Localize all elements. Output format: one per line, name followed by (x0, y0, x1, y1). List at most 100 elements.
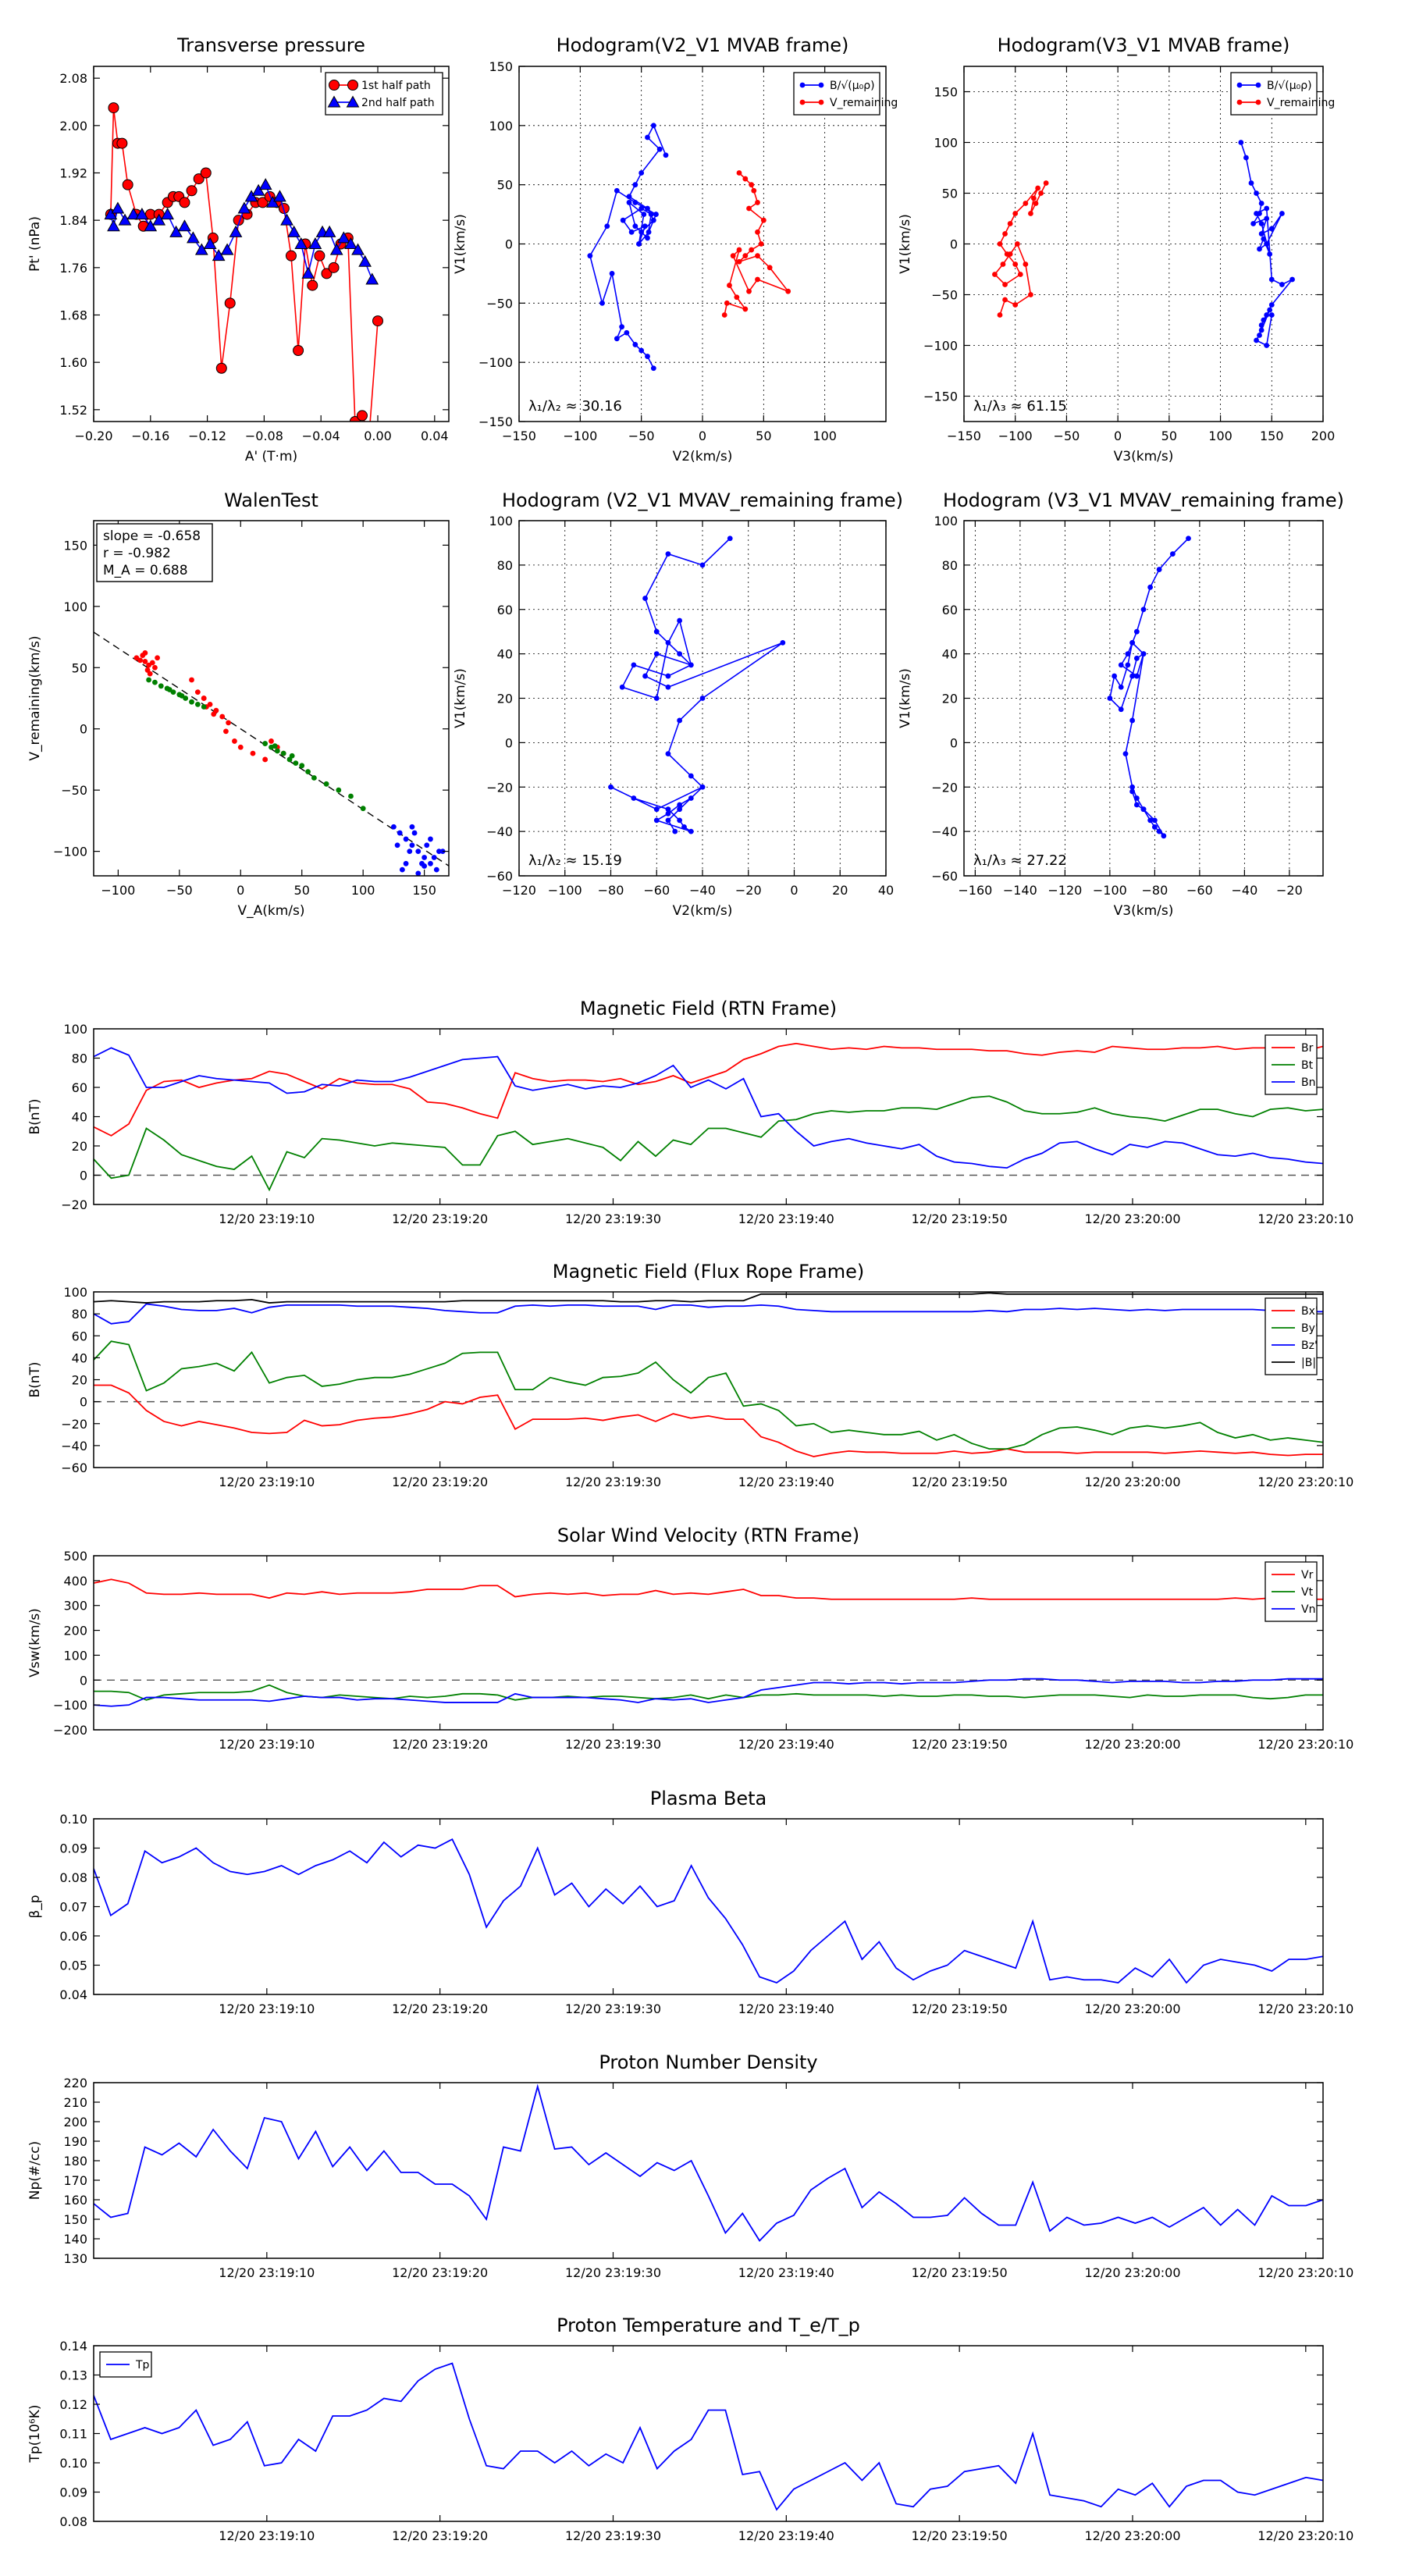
x-tick-label: 12/20 23:20:10 (1257, 2528, 1353, 2543)
y-tick-label: 0 (80, 1673, 87, 1688)
y-tick-label: −100 (478, 355, 513, 370)
x-tick-label: 12/20 23:19:10 (219, 2001, 315, 2016)
legend-label: V_remaining (1267, 97, 1335, 109)
data-point (178, 219, 191, 232)
legend: B/√(μ₀ρ) V_remaining (1230, 72, 1335, 116)
data-point (632, 182, 638, 188)
legend-label: By' (1301, 1322, 1318, 1335)
data-point (152, 213, 166, 226)
data-point (201, 696, 207, 701)
data-point (433, 866, 439, 873)
x-tick-label: 12/20 23:20:00 (1084, 1475, 1180, 1489)
series--b- (94, 1292, 1323, 1304)
y-tick-label: −50 (486, 296, 513, 311)
x-tick-label: 12/20 23:20:10 (1257, 2265, 1353, 2280)
data-point (1122, 751, 1129, 756)
data-point (1169, 551, 1176, 557)
data-point (1125, 651, 1131, 657)
legend-label: 2nd half path (361, 97, 435, 109)
chart-hodogram-v2v1-mvab: Hodogram(V2_V1 MVAB frame) −150 −100 −50 0 50… (453, 34, 898, 464)
data-point (736, 258, 742, 265)
y-tick-label: 100 (63, 1022, 87, 1037)
data-point (742, 253, 749, 259)
data-point (336, 787, 342, 793)
stats-line: M_A = 0.688 (103, 563, 188, 578)
y-tick-label: 180 (63, 2154, 87, 2169)
data-point (638, 170, 645, 176)
data-point (305, 769, 311, 775)
data-point (1268, 312, 1275, 318)
series-line (94, 1578, 1323, 1600)
x-tick-label: −0.20 (74, 429, 112, 443)
data-point (1007, 251, 1013, 257)
x-tick-label: 12/20 23:20:10 (1257, 1212, 1353, 1226)
y-tick-label: 60 (942, 603, 958, 617)
data-point (734, 294, 740, 301)
data-point (336, 231, 350, 244)
data-point (193, 173, 205, 185)
axes-frame (93, 1028, 1324, 1205)
x-tick-label: −120 (1048, 883, 1082, 898)
y-tick-label: 80 (497, 558, 513, 573)
data-point (997, 241, 1003, 247)
data-point (650, 217, 656, 223)
legend-frame (793, 72, 880, 116)
data-point (107, 219, 120, 232)
data-point (1147, 817, 1154, 824)
x-tick-label: 100 (813, 429, 837, 443)
legend-label: Vt (1301, 1586, 1314, 1599)
y-tick-label: 0 (950, 237, 958, 252)
data-point (1258, 327, 1264, 333)
chart-solar-wind-velocity: Solar Wind Velocity (RTN Frame) 12/20 23:… (27, 1525, 1353, 1752)
series-vr (94, 1578, 1323, 1600)
x-tick-label: −100 (563, 429, 597, 443)
data-point (147, 671, 153, 677)
series-line (94, 1095, 1323, 1192)
data-point (677, 806, 683, 813)
y-axis-label: Vsw(km/s) (27, 1608, 43, 1678)
legend-marker (1255, 82, 1261, 88)
data-point (755, 200, 760, 205)
y-tick-label: 2.08 (59, 71, 87, 86)
x-axis-label: A' (T·m) (245, 449, 297, 464)
x-tick-label: 150 (412, 883, 436, 898)
data-point (631, 795, 637, 801)
x-tick-label: 12/20 23:19:10 (219, 1475, 315, 1489)
x-tick-label: 12/20 23:19:10 (219, 2528, 315, 2543)
data-point (409, 842, 415, 849)
data-point (677, 651, 683, 657)
data-point (1258, 221, 1264, 226)
y-axis-label: V_remaining(km/s) (27, 635, 43, 760)
y-tick-label: −60 (931, 869, 958, 884)
data-point (1279, 282, 1285, 287)
data-point (244, 190, 258, 202)
x-tick-label: 0 (1114, 429, 1122, 443)
data-point (280, 213, 293, 226)
x-tick-label: 100 (351, 883, 375, 898)
series-line (94, 2083, 1323, 2242)
series-blue (1107, 535, 1191, 839)
data-point (1002, 297, 1008, 303)
y-tick-label: 50 (942, 187, 958, 201)
data-point (736, 247, 742, 253)
y-tick-label: −60 (61, 1461, 87, 1475)
data-point (1014, 241, 1020, 247)
y-tick-label: 100 (934, 514, 958, 528)
x-tick-label: 0.04 (421, 429, 449, 443)
x-tick-label: 12/20 23:19:50 (912, 2265, 1008, 2280)
axes-frame (93, 2082, 1324, 2259)
x-tick-label: −0.16 (131, 429, 169, 443)
y-tick-label: 0.08 (59, 1870, 87, 1885)
data-point (166, 687, 173, 692)
x-tick-label: 12/20 23:19:30 (565, 1212, 661, 1226)
data-point (699, 562, 706, 568)
data-point (328, 262, 340, 273)
data-point (650, 365, 656, 372)
x-tick-label: −100 (1093, 883, 1127, 898)
y-tick-label: −20 (61, 1197, 87, 1212)
x-tick-label: 50 (1161, 429, 1177, 443)
stats-box-frame (96, 523, 213, 582)
plot-area (992, 140, 1295, 348)
y-axis-label: Np(#/cc) (27, 2141, 43, 2200)
